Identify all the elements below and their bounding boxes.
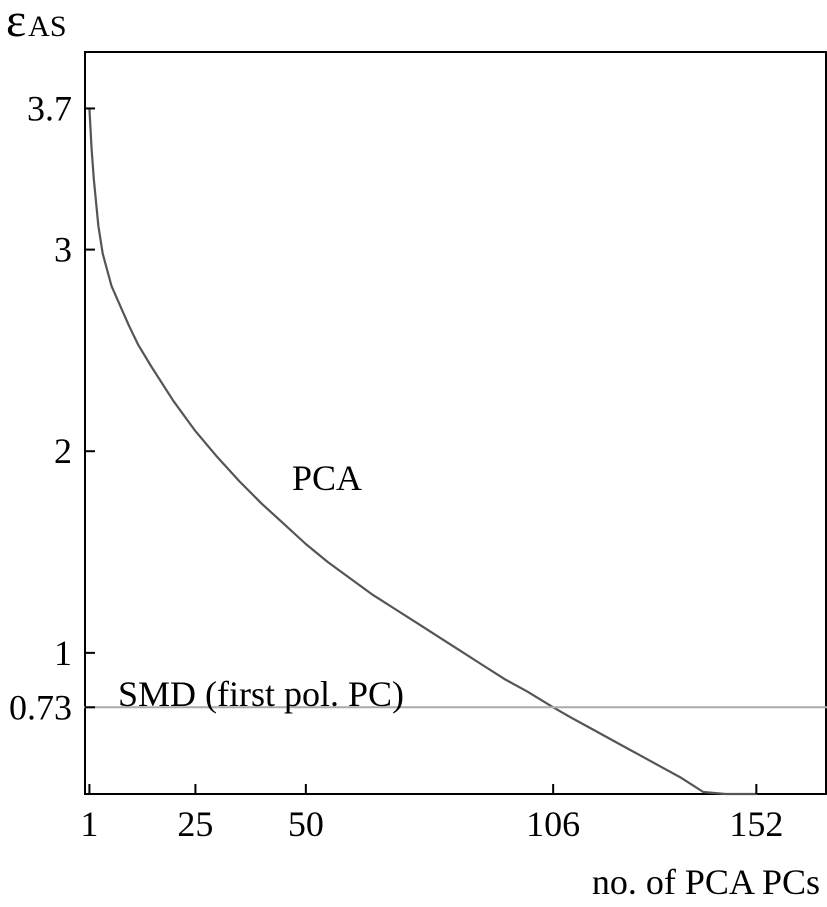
pca-curve-label: PCA [292, 458, 362, 498]
axes [84, 51, 827, 795]
pca-curve [88, 107, 758, 796]
smd-line-label: SMD (first pol. PC) [118, 674, 404, 714]
y-tick-label: 3.7 [27, 88, 72, 128]
series-layer [84, 107, 827, 796]
y-tick-label: 0.73 [9, 687, 72, 727]
plot-frame [84, 51, 827, 795]
y-tick-label: 2 [54, 431, 72, 471]
y-axis-label: εAS [6, 0, 67, 47]
x-tick-label: 152 [729, 804, 783, 844]
x-tick-label: 25 [177, 804, 213, 844]
x-tick-label: 1 [80, 804, 98, 844]
y-tick-label: 1 [54, 633, 72, 673]
ticks: 1 25 50 106 152 0.73 1 2 3 3.7 [9, 88, 783, 844]
labels: εAS no. of PCA PCs PCA SMD (first pol. PC) [6, 0, 820, 902]
x-axis-label: no. of PCA PCs [592, 862, 820, 902]
x-tick-label: 50 [288, 804, 324, 844]
y-tick-label: 3 [54, 230, 72, 270]
x-tick-label: 106 [526, 804, 580, 844]
